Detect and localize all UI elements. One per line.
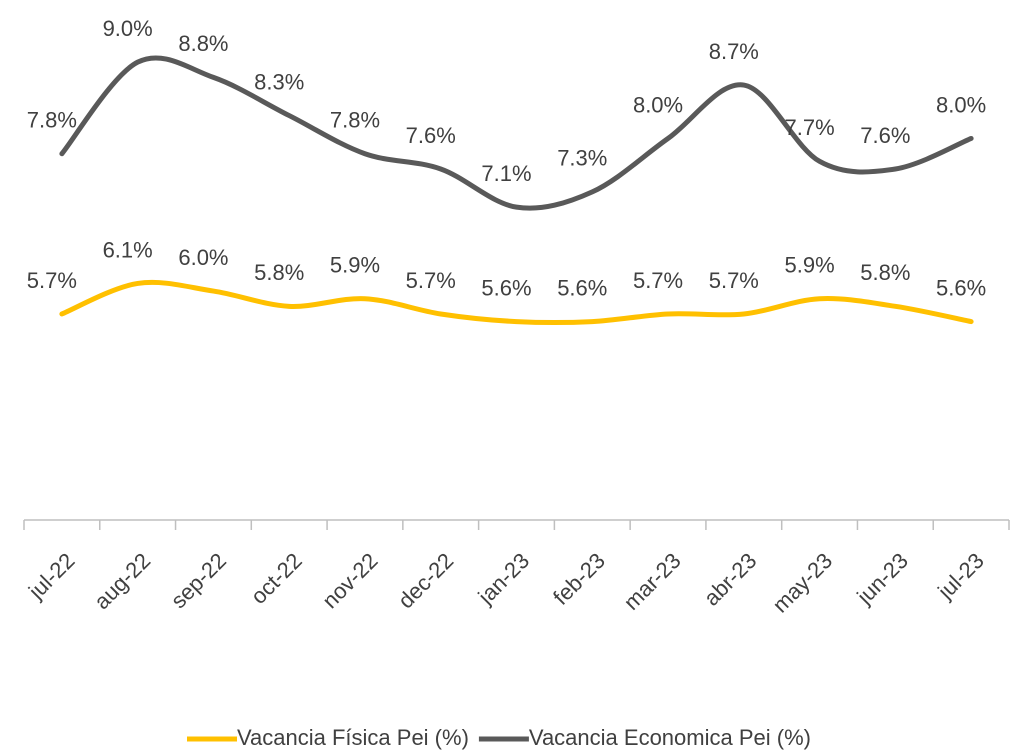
x-tick-label: mar-23 bbox=[619, 548, 686, 615]
legend-label: Vacancia Física Pei (%) bbox=[237, 725, 469, 750]
x-tick-label: aug-22 bbox=[89, 548, 155, 614]
data-label: 7.6% bbox=[406, 123, 456, 148]
data-label: 5.8% bbox=[860, 260, 910, 285]
data-label: 5.6% bbox=[481, 275, 531, 300]
data-label: 5.7% bbox=[27, 268, 77, 293]
data-label: 7.8% bbox=[27, 108, 77, 133]
legend-label: Vacancia Economica Pei (%) bbox=[529, 725, 811, 750]
x-tick-label: oct-22 bbox=[246, 548, 307, 609]
data-label: 7.7% bbox=[784, 115, 834, 140]
data-label: 6.0% bbox=[178, 245, 228, 270]
data-label: 5.9% bbox=[784, 253, 834, 278]
x-tick-label: jul-23 bbox=[932, 548, 988, 604]
x-tick-label: nov-22 bbox=[317, 548, 382, 613]
x-tick-label: abr-23 bbox=[699, 548, 762, 611]
x-tick-label: jul-22 bbox=[23, 548, 79, 604]
x-tick-label: jan-23 bbox=[473, 548, 535, 610]
series-line bbox=[59, 279, 974, 326]
data-label: 7.1% bbox=[481, 161, 531, 186]
data-label: 8.3% bbox=[254, 69, 304, 94]
x-tick-label: sep-22 bbox=[166, 548, 231, 613]
data-label: 7.8% bbox=[330, 108, 380, 133]
data-label: 5.7% bbox=[633, 268, 683, 293]
data-label: 8.8% bbox=[178, 31, 228, 56]
data-label: 5.7% bbox=[709, 268, 759, 293]
x-tick-label: dec-22 bbox=[393, 548, 458, 613]
data-label: 8.0% bbox=[936, 92, 986, 117]
data-label: 7.3% bbox=[557, 146, 607, 171]
data-label: 9.0% bbox=[103, 16, 153, 41]
x-tick-label: feb-23 bbox=[548, 548, 610, 610]
data-label: 5.8% bbox=[254, 260, 304, 285]
data-label: 5.6% bbox=[557, 275, 607, 300]
data-label: 6.1% bbox=[103, 237, 153, 262]
series-line bbox=[59, 55, 974, 211]
data-label: 8.0% bbox=[633, 92, 683, 117]
data-label: 5.7% bbox=[406, 268, 456, 293]
data-label: 7.6% bbox=[860, 123, 910, 148]
data-label: 8.7% bbox=[709, 39, 759, 64]
data-label: 5.6% bbox=[936, 275, 986, 300]
data-label: 5.9% bbox=[330, 253, 380, 278]
x-tick-label: jun-23 bbox=[851, 548, 913, 610]
x-tick-label: may-23 bbox=[768, 548, 838, 618]
